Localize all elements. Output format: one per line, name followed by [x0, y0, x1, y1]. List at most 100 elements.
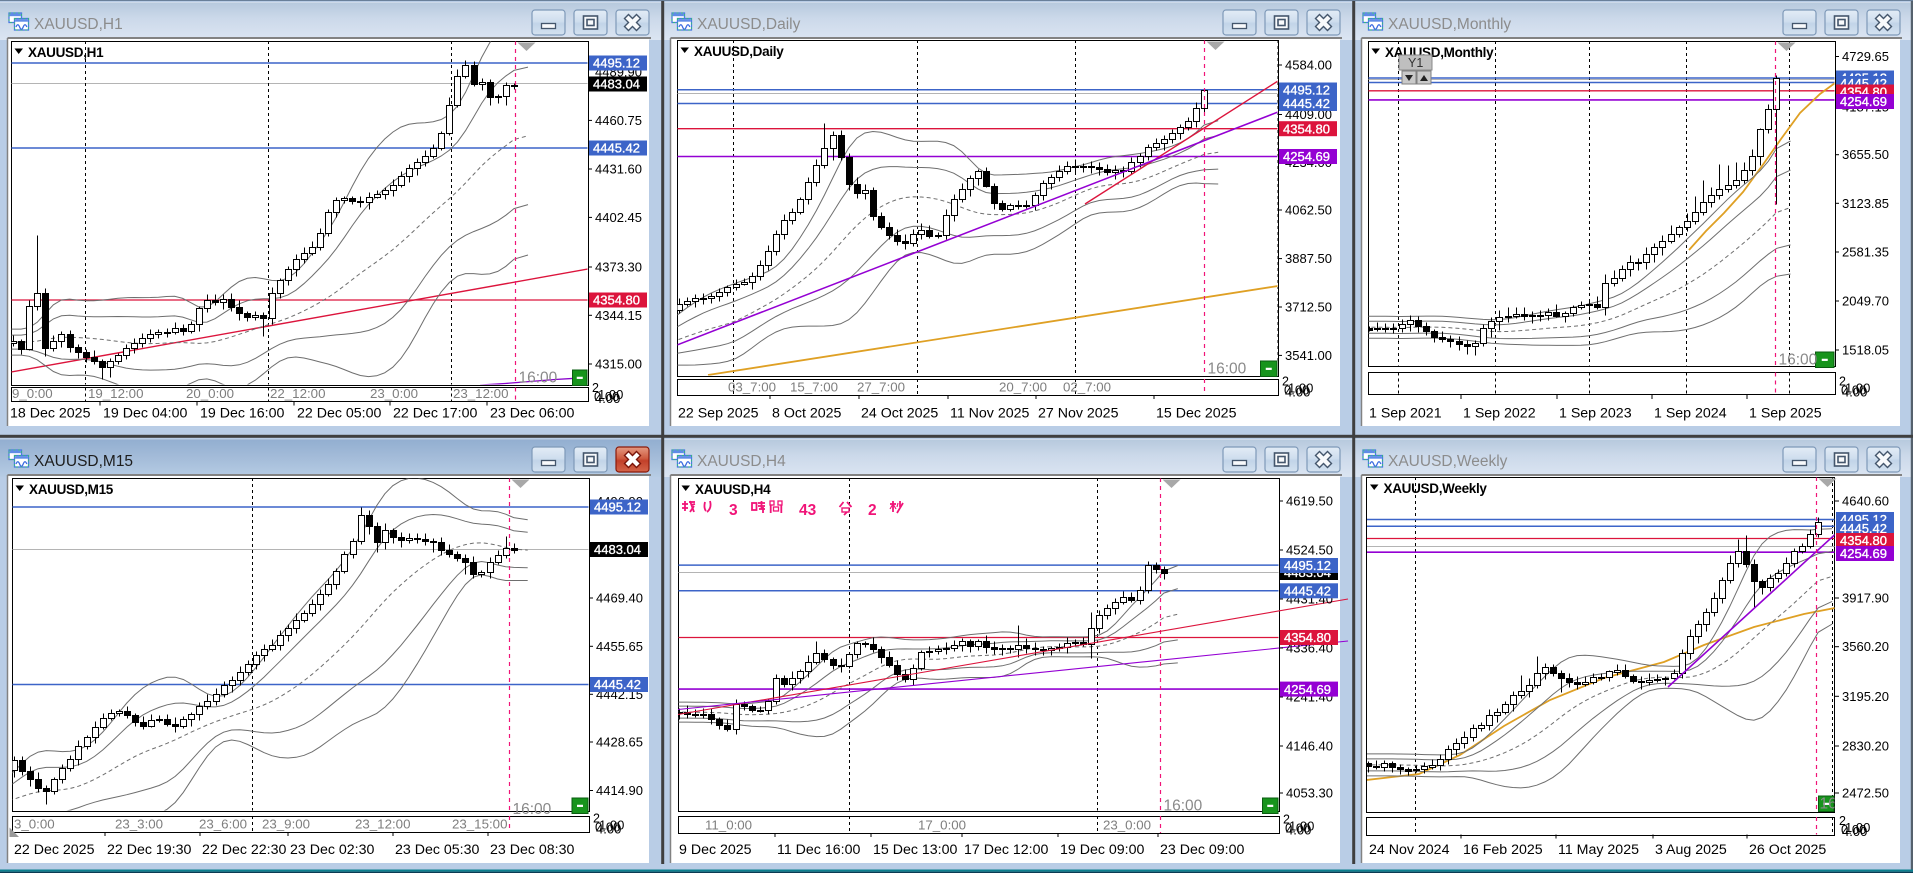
svg-text:16:00: 16:00	[1164, 798, 1203, 815]
svg-text:15 Dec 2025: 15 Dec 2025	[1156, 406, 1237, 422]
svg-text:03_7:00: 03_7:00	[728, 380, 776, 395]
svg-text:23 Dec 05:30: 23 Dec 05:30	[395, 842, 480, 858]
svg-text:1.00: 1.00	[598, 387, 623, 402]
svg-text:23_12:00: 23_12:00	[453, 386, 508, 401]
svg-text:4.00: 4.00	[596, 822, 621, 837]
svg-text:23 Dec 02:30: 23 Dec 02:30	[290, 842, 375, 858]
svg-text:22 Dec 2025: 22 Dec 2025	[14, 842, 95, 858]
svg-text:4402.45: 4402.45	[595, 210, 642, 225]
svg-text:2: 2	[1839, 375, 1846, 389]
svg-text:4495.12: 4495.12	[593, 56, 640, 71]
svg-text:23_3:00: 23_3:00	[115, 817, 163, 832]
svg-text:23_15:00: 23_15:00	[452, 817, 507, 832]
svg-text:XAUUSD,Weekly: XAUUSD,Weekly	[1388, 453, 1508, 470]
svg-text:4354.80: 4354.80	[1840, 533, 1887, 548]
svg-text:4455.65: 4455.65	[596, 639, 643, 654]
svg-text:1 Sep 2025: 1 Sep 2025	[1749, 406, 1822, 422]
svg-text:2: 2	[1283, 813, 1290, 827]
svg-text:4.00: 4.00	[1842, 824, 1867, 839]
svg-text:3917.90: 3917.90	[1842, 591, 1889, 606]
svg-text:9_0:00: 9_0:00	[12, 386, 53, 401]
svg-text:4431.60: 4431.60	[595, 162, 642, 177]
svg-text:16:00: 16:00	[1779, 352, 1818, 369]
svg-text:20_7:00: 20_7:00	[999, 380, 1047, 395]
svg-text:4729.65: 4729.65	[1842, 49, 1889, 64]
svg-text:23 Dec 06:00: 23 Dec 06:00	[490, 406, 575, 422]
svg-text:4315.00: 4315.00	[595, 357, 642, 372]
svg-text:XAUUSD,H4: XAUUSD,H4	[697, 453, 786, 470]
svg-text:2: 2	[868, 502, 877, 519]
svg-text:16:00: 16:00	[519, 370, 558, 387]
svg-text:22 Dec 19:30: 22 Dec 19:30	[107, 842, 192, 858]
svg-text:23_0:00: 23_0:00	[1103, 818, 1151, 833]
svg-text:4524.50: 4524.50	[1286, 543, 1333, 558]
svg-text:4254.69: 4254.69	[1283, 149, 1330, 164]
svg-text:4.00: 4.00	[1285, 385, 1310, 400]
svg-text:16:00: 16:00	[1820, 796, 1859, 813]
svg-text:27 Nov 2025: 27 Nov 2025	[1038, 406, 1119, 422]
svg-text:17_0:00: 17_0:00	[918, 818, 966, 833]
svg-text:2581.35: 2581.35	[1842, 245, 1889, 260]
svg-text:3541.00: 3541.00	[1285, 348, 1332, 363]
svg-text:22 Dec 05:00: 22 Dec 05:00	[297, 406, 382, 422]
svg-text:24 Oct 2025: 24 Oct 2025	[861, 406, 938, 422]
svg-text:3 Aug 2025: 3 Aug 2025	[1655, 842, 1727, 858]
svg-text:4354.80: 4354.80	[1284, 630, 1331, 645]
svg-text:22 Sep 2025: 22 Sep 2025	[678, 406, 759, 422]
svg-text:17 Dec 12:00: 17 Dec 12:00	[964, 842, 1049, 858]
svg-text:1.00: 1.00	[1845, 820, 1870, 835]
svg-text:16:00: 16:00	[513, 801, 552, 818]
svg-text:2: 2	[1282, 375, 1289, 389]
svg-text:4469.40: 4469.40	[596, 591, 643, 606]
svg-text:26 Oct 2025: 26 Oct 2025	[1749, 842, 1826, 858]
svg-text:4146.40: 4146.40	[1286, 739, 1333, 754]
svg-text:4495.12: 4495.12	[594, 500, 641, 515]
svg-text:4445.42: 4445.42	[1284, 584, 1331, 599]
svg-text:4445.42: 4445.42	[1840, 521, 1887, 536]
svg-text:XAUUSD,Monthly: XAUUSD,Monthly	[1388, 16, 1511, 33]
svg-text:4495.12: 4495.12	[1283, 83, 1330, 98]
svg-text:2049.70: 2049.70	[1842, 294, 1889, 309]
svg-text:23_0:00: 23_0:00	[370, 386, 418, 401]
svg-text:11 Dec 16:00: 11 Dec 16:00	[777, 842, 860, 858]
svg-text:1.00: 1.00	[1288, 381, 1313, 396]
svg-text:19 Dec 04:00: 19 Dec 04:00	[103, 406, 188, 422]
svg-text:Y1: Y1	[1408, 56, 1423, 70]
svg-text:16 Feb 2025: 16 Feb 2025	[1463, 842, 1543, 858]
svg-text:4495.12: 4495.12	[1284, 558, 1331, 573]
svg-text:22_12:00: 22_12:00	[270, 386, 325, 401]
svg-text:15 Dec 13:00: 15 Dec 13:00	[873, 842, 958, 858]
svg-text:3195.20: 3195.20	[1842, 689, 1889, 704]
svg-text:1.00: 1.00	[1845, 381, 1870, 396]
svg-text:4483.04: 4483.04	[593, 77, 640, 92]
svg-text:4254.69: 4254.69	[1840, 94, 1887, 109]
svg-text:4354.80: 4354.80	[1283, 121, 1330, 136]
svg-text:4.00: 4.00	[1286, 823, 1311, 838]
svg-text:2: 2	[592, 381, 599, 395]
svg-text:9 Dec 2025: 9 Dec 2025	[679, 842, 752, 858]
svg-text:3887.50: 3887.50	[1285, 251, 1332, 266]
svg-text:4053.30: 4053.30	[1286, 786, 1333, 801]
svg-text:15_7:00: 15_7:00	[790, 380, 838, 395]
svg-text:0.00: 0.00	[1841, 383, 1866, 398]
svg-text:23_6:00: 23_6:00	[199, 817, 247, 832]
svg-text:0.00: 0.00	[595, 820, 620, 835]
svg-text:11 May 2025: 11 May 2025	[1558, 842, 1639, 858]
svg-text:23 Dec 08:30: 23 Dec 08:30	[490, 842, 575, 858]
svg-text:3: 3	[729, 502, 738, 519]
svg-text:3560.20: 3560.20	[1842, 639, 1889, 654]
svg-text:4.00: 4.00	[1842, 385, 1867, 400]
svg-text:2: 2	[593, 812, 600, 826]
svg-text:2472.50: 2472.50	[1842, 786, 1889, 801]
svg-text:XAUUSD,M15: XAUUSD,M15	[29, 482, 114, 497]
svg-text:11 Nov 2025: 11 Nov 2025	[950, 406, 1030, 422]
svg-text:3_0:00: 3_0:00	[14, 817, 55, 832]
svg-text:4254.69: 4254.69	[1284, 682, 1331, 697]
svg-text:4254.69: 4254.69	[1840, 546, 1887, 561]
svg-text:4354.80: 4354.80	[593, 293, 640, 308]
svg-text:XAUUSD,Daily: XAUUSD,Daily	[697, 16, 801, 33]
svg-text:22 Dec 17:00: 22 Dec 17:00	[393, 406, 478, 422]
svg-text:18 Dec 2025: 18 Dec 2025	[10, 406, 91, 422]
svg-text:XAUUSD,Weekly: XAUUSD,Weekly	[1384, 481, 1488, 496]
svg-text:XAUUSD,H1: XAUUSD,H1	[28, 45, 104, 60]
